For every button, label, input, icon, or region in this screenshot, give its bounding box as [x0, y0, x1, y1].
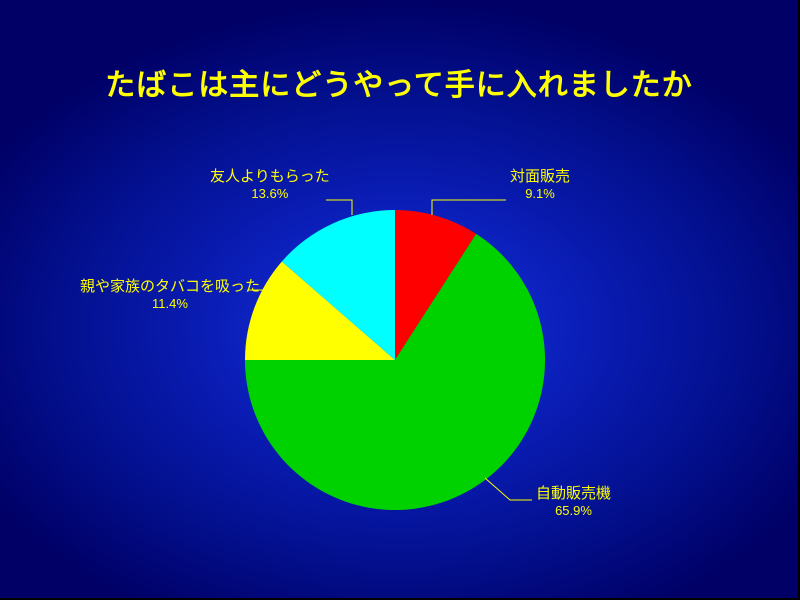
- slice-label-pct: 9.1%: [510, 186, 570, 202]
- slice-label-pct: 65.9%: [536, 503, 611, 519]
- slice-label-pct: 11.4%: [80, 296, 260, 312]
- slice-label: 自動販売機65.9%: [536, 485, 611, 519]
- slice-label: 友人よりもらった13.6%: [210, 168, 330, 202]
- slice-label-text: 対面販売: [510, 168, 570, 186]
- slice-label-pct: 13.6%: [210, 186, 330, 202]
- slice-label-text: 友人よりもらった: [210, 168, 330, 186]
- leader-line: [432, 200, 506, 215]
- leader-line: [326, 200, 352, 215]
- slice-label: 親や家族のタバコを吸った11.4%: [80, 278, 260, 312]
- slice-label-text: 自動販売機: [536, 485, 611, 503]
- slice-label-text: 親や家族のタバコを吸った: [80, 278, 260, 296]
- slice-label: 対面販売9.1%: [510, 168, 570, 202]
- slide: たばこは主にどうやって手に入れましたか 対面販売9.1%自動販売機65.9%親や…: [0, 0, 800, 600]
- leader-line: [485, 478, 532, 500]
